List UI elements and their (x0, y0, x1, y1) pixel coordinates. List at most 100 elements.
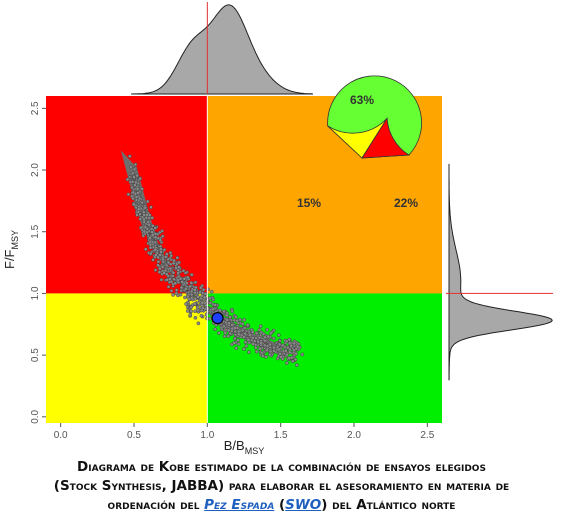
cloud-point (179, 285, 184, 290)
swo-link[interactable]: SWO (285, 497, 322, 513)
cloud-point (168, 250, 173, 255)
y-tick-label: 1.5 (30, 224, 41, 238)
cloud-point (131, 202, 136, 207)
cloud-point (171, 261, 176, 266)
cloud-point (222, 324, 226, 329)
cloud-point (178, 292, 183, 297)
cloud-point (240, 322, 245, 326)
quadrant-green (207, 293, 442, 423)
cloud-point (178, 276, 183, 281)
cloud-point (258, 346, 262, 351)
cloud-point (289, 355, 294, 360)
x-tick-label: 1.0 (200, 430, 214, 441)
cloud-point (254, 349, 259, 354)
cloud-point (196, 321, 201, 326)
cloud-point (300, 352, 305, 357)
cloud-point (250, 330, 255, 334)
cloud-point (160, 265, 165, 269)
cloud-point (184, 286, 188, 291)
cloud-point (189, 309, 193, 314)
cloud-point (153, 232, 158, 236)
cloud-point (254, 336, 258, 340)
cloud-point (202, 295, 207, 300)
cloud-point (185, 309, 190, 313)
cloud-point (153, 240, 158, 245)
cloud-point (222, 334, 227, 339)
cloud-point (272, 348, 276, 353)
cloud-point (240, 328, 245, 333)
cloud-point (196, 294, 200, 299)
pie-label: 63% (350, 93, 374, 107)
posterior-cloud (120, 150, 305, 367)
cloud-point (189, 292, 194, 297)
cloud-point (177, 265, 181, 269)
cloud-point (251, 335, 255, 340)
cloud-point (286, 345, 290, 350)
cloud-point (149, 227, 154, 231)
cloud-point (125, 177, 130, 182)
cloud-point (201, 287, 206, 292)
cloud-point (245, 323, 250, 327)
cloud-point (153, 247, 158, 252)
cloud-point (145, 199, 150, 204)
cloud-point (279, 355, 283, 359)
cloud-point (242, 318, 247, 322)
cloud-point (268, 342, 272, 347)
cloud-point (132, 167, 137, 172)
cloud-point (294, 351, 298, 356)
cloud-point (247, 350, 251, 354)
cloud-point (184, 302, 188, 306)
cloud-point (242, 347, 246, 351)
caption-text: ) del Atlántico norte (321, 497, 456, 513)
cloud-point (208, 296, 212, 301)
cloud-point (153, 268, 158, 272)
cloud-point (257, 335, 262, 340)
cloud-point (150, 230, 154, 234)
cloud-point (230, 309, 234, 314)
cloud-point (227, 321, 231, 326)
cloud-point (143, 247, 148, 251)
cloud-point (171, 270, 176, 275)
cloud-point (163, 255, 168, 259)
cloud-point (269, 331, 273, 336)
cloud-point (184, 281, 189, 286)
cloud-point (234, 346, 238, 351)
y-tick-label: 0.0 (30, 409, 41, 423)
cloud-point (278, 352, 283, 356)
cloud-point (295, 344, 300, 349)
cloud-point (150, 216, 154, 220)
cloud-point (289, 343, 294, 348)
cloud-point (148, 236, 152, 240)
cloud-point (253, 345, 258, 350)
cloud-point (213, 327, 217, 332)
cloud-point (142, 206, 147, 210)
cloud-point (277, 347, 281, 352)
cloud-point (277, 342, 282, 347)
cloud-point (213, 303, 218, 307)
cloud-point (226, 334, 231, 339)
cloud-point (161, 257, 165, 262)
cloud-point (199, 313, 204, 318)
cloud-point (242, 335, 246, 339)
swordfish-link[interactable]: Pez Espada (204, 497, 275, 513)
cloud-point (183, 271, 188, 275)
pie-label: 15% (297, 196, 321, 210)
right-marginal-density (446, 163, 553, 381)
cloud-point (251, 342, 256, 346)
cloud-point (233, 326, 237, 330)
cloud-point (149, 205, 153, 209)
y-tick-label: 2.0 (30, 163, 41, 177)
cloud-point (209, 289, 214, 294)
cloud-point (131, 190, 136, 195)
cloud-point (130, 179, 135, 184)
cloud-point (193, 315, 198, 320)
cloud-point (168, 266, 173, 271)
cloud-point (187, 284, 192, 289)
cloud-point (290, 359, 295, 364)
cloud-point (148, 251, 153, 256)
cloud-point (188, 312, 193, 317)
cloud-point (236, 338, 240, 343)
cloud-point (185, 275, 190, 280)
y-tick-label: 1.0 (30, 286, 41, 300)
cloud-point (243, 331, 247, 336)
